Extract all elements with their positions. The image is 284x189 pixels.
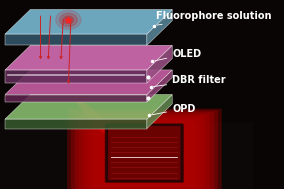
- Circle shape: [60, 13, 77, 26]
- Polygon shape: [5, 119, 147, 129]
- FancyBboxPatch shape: [75, 112, 214, 189]
- Polygon shape: [5, 9, 172, 34]
- Polygon shape: [147, 94, 172, 129]
- Polygon shape: [5, 45, 172, 70]
- Text: Fluorophore solution: Fluorophore solution: [156, 11, 271, 25]
- FancyBboxPatch shape: [82, 115, 206, 189]
- Polygon shape: [147, 70, 172, 102]
- Circle shape: [56, 10, 81, 29]
- FancyBboxPatch shape: [108, 126, 181, 180]
- FancyBboxPatch shape: [97, 121, 191, 185]
- Polygon shape: [147, 45, 172, 83]
- Bar: [0, 123, 253, 189]
- FancyBboxPatch shape: [94, 119, 195, 187]
- Polygon shape: [5, 94, 147, 102]
- FancyBboxPatch shape: [86, 116, 202, 189]
- Polygon shape: [5, 70, 172, 94]
- Text: DBR filter: DBR filter: [153, 75, 226, 87]
- Polygon shape: [5, 94, 172, 119]
- FancyBboxPatch shape: [67, 109, 222, 189]
- FancyBboxPatch shape: [78, 113, 210, 189]
- Text: OLED: OLED: [155, 49, 201, 61]
- Polygon shape: [147, 9, 172, 45]
- Text: OPD: OPD: [152, 104, 196, 115]
- FancyBboxPatch shape: [105, 124, 183, 182]
- FancyBboxPatch shape: [90, 118, 199, 188]
- Polygon shape: [5, 34, 147, 45]
- Circle shape: [66, 18, 71, 22]
- Polygon shape: [5, 70, 147, 83]
- Point: [66, 18, 71, 21]
- FancyBboxPatch shape: [71, 110, 218, 189]
- Circle shape: [63, 16, 74, 24]
